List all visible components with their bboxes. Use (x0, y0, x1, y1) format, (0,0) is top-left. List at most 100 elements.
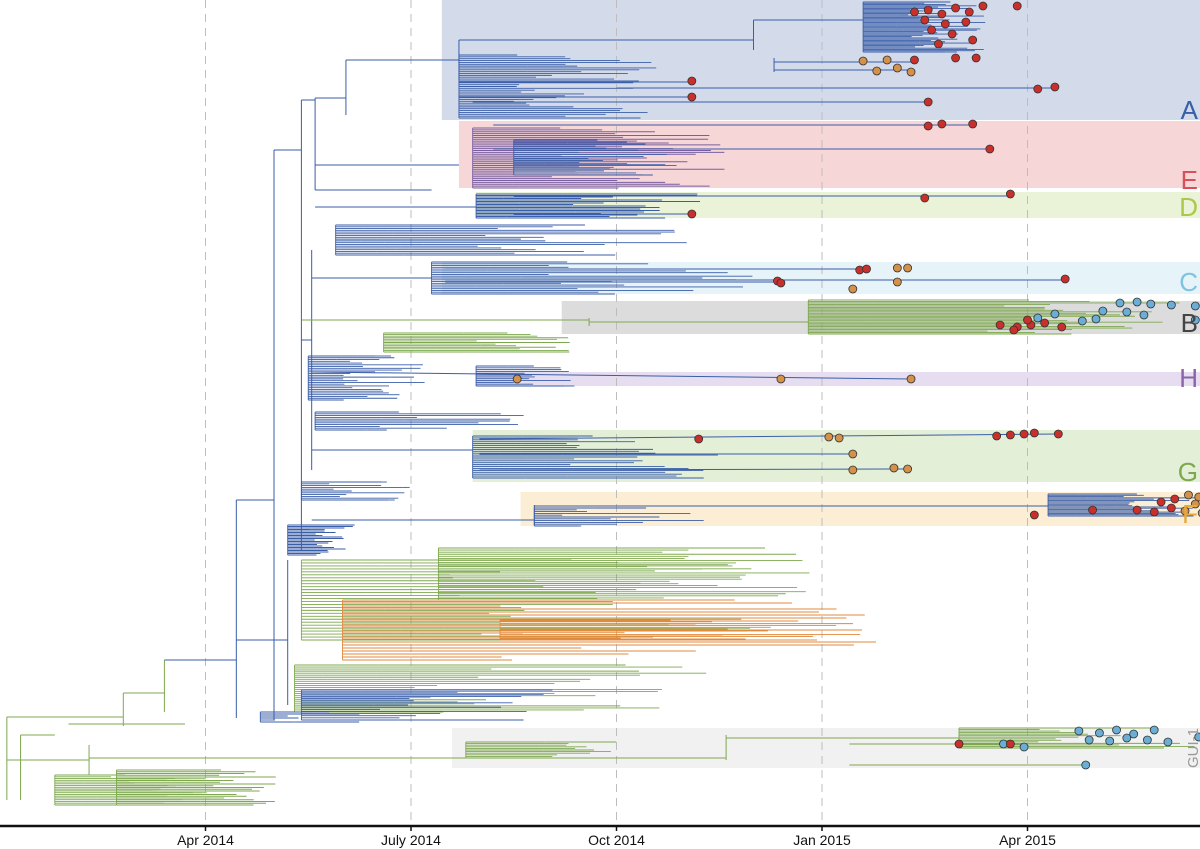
tip-marker-f (1088, 505, 1097, 515)
tip-marker-a (1033, 84, 1043, 94)
tip-marker-e (937, 119, 947, 129)
tip-marker-b (1040, 318, 1050, 328)
tip-marker-a (947, 29, 957, 39)
tip-marker-a (971, 53, 981, 63)
tip-marker-a (968, 35, 978, 45)
tip-marker-b (1190, 315, 1200, 325)
tip-marker-gui-1 (1074, 726, 1084, 736)
tip-marker-gui-1 (1105, 736, 1115, 746)
clade-label-f: F (1182, 499, 1198, 529)
clade-label-h: H (1179, 363, 1198, 393)
x-tick-label: Apr 2014 (177, 832, 234, 848)
tip-marker-b (995, 320, 1005, 330)
tip-marker-gui-1 (1005, 739, 1015, 749)
tip-marker-h (512, 374, 522, 384)
tip-marker-gui-1 (1194, 732, 1200, 742)
tip-marker-b (1139, 310, 1149, 320)
clade-label-gui-1: GUI-1 (1185, 728, 1200, 768)
tip-marker-a (951, 53, 960, 63)
tree-branch (479, 468, 908, 471)
tip-marker-a (920, 15, 930, 25)
x-axis: Apr 2014 July 2014 Oct 2014 Jan 2015 Apr 201… (0, 824, 1200, 848)
tip-marker-gui-1 (1084, 735, 1094, 745)
clade-label-g: G (1178, 457, 1198, 487)
tip-marker-g (824, 432, 834, 442)
x-tick-label: Jan 2015 (793, 832, 851, 848)
tip-marker-b (1146, 299, 1156, 309)
tip-marker-a (882, 55, 892, 65)
tip-marker-b (1091, 314, 1101, 324)
tree-branch (311, 371, 912, 380)
tip-marker-gui-1 (1095, 728, 1104, 738)
clade-labels: A ED CBH GF GUI-1 (1178, 95, 1200, 768)
tip-marker-b (1166, 300, 1176, 310)
tip-marker-g (889, 463, 899, 473)
tip-marker-g (1053, 429, 1063, 439)
tip-marker-g (848, 449, 858, 459)
tip-marker-a (906, 67, 916, 77)
tip-marker-f (1132, 505, 1142, 515)
tip-marker-a (937, 9, 947, 19)
tip-marker-gui-1 (1129, 729, 1139, 739)
tip-marker-a (687, 76, 697, 86)
tip-marker-d (687, 209, 697, 219)
tip-marker-a (1050, 82, 1060, 92)
tip-marker-a (964, 7, 974, 17)
x-tick-label: July 2014 (381, 832, 441, 848)
tip-marker-g (834, 433, 844, 443)
tip-marker-c (1060, 274, 1070, 284)
tip-marker-h (776, 374, 786, 384)
tip-marker-a (978, 1, 988, 11)
x-tick-label: Apr 2015 (999, 832, 1056, 848)
tip-markers (512, 1, 1200, 770)
clade-label-b: B (1181, 308, 1198, 338)
tip-marker-f (1156, 497, 1166, 507)
tip-marker-b (1077, 316, 1087, 326)
time-gridlines (205, 0, 1028, 824)
tip-marker-f (1166, 503, 1176, 513)
tip-marker-a (940, 19, 950, 29)
tip-marker-b (1057, 322, 1067, 332)
tip-marker-c (903, 263, 913, 273)
tip-marker-c (776, 278, 786, 288)
tip-marker-b (1023, 315, 1032, 325)
tip-marker-e (985, 144, 995, 154)
tip-marker-a (687, 92, 697, 102)
tip-marker-a (923, 97, 933, 107)
tip-marker-a (858, 56, 868, 66)
tip-marker-gui-1 (1112, 725, 1121, 735)
tip-marker-c (848, 284, 858, 294)
tip-marker-b (1033, 313, 1043, 323)
tip-marker-a (892, 63, 902, 73)
tip-marker-b (1132, 297, 1142, 307)
tip-marker-gui-1 (1122, 733, 1132, 743)
clade-label-e: E (1181, 165, 1198, 195)
tip-marker-a (934, 39, 943, 49)
tip-marker-gui-1 (1142, 735, 1152, 745)
tip-marker-g (903, 464, 913, 474)
tip-marker-f (1190, 499, 1200, 509)
tip-marker-g (1019, 429, 1029, 439)
tip-marker-gui-1 (1081, 760, 1091, 770)
tip-marker-e (968, 119, 978, 129)
tip-marker-a (872, 66, 882, 76)
tip-marker-d (920, 193, 930, 203)
tip-marker-a (910, 7, 919, 17)
tip-marker-g (694, 434, 704, 444)
tip-marker-a (1012, 1, 1022, 11)
tip-marker-b (1122, 307, 1132, 317)
clade-band-h (476, 372, 1200, 386)
tip-marker-a (961, 17, 971, 27)
tip-marker-a (927, 25, 936, 35)
tip-marker-e (923, 121, 933, 131)
tip-marker-f (1184, 490, 1193, 500)
tip-marker-b (1009, 325, 1019, 335)
tree-branch (479, 433, 1059, 440)
clade-label-a: A (1181, 95, 1199, 125)
tip-marker-a (923, 5, 933, 15)
tip-marker-c (892, 263, 902, 273)
clade-label-d: D (1179, 192, 1198, 222)
tip-marker-g (848, 465, 858, 475)
tip-marker-b (1098, 306, 1108, 316)
